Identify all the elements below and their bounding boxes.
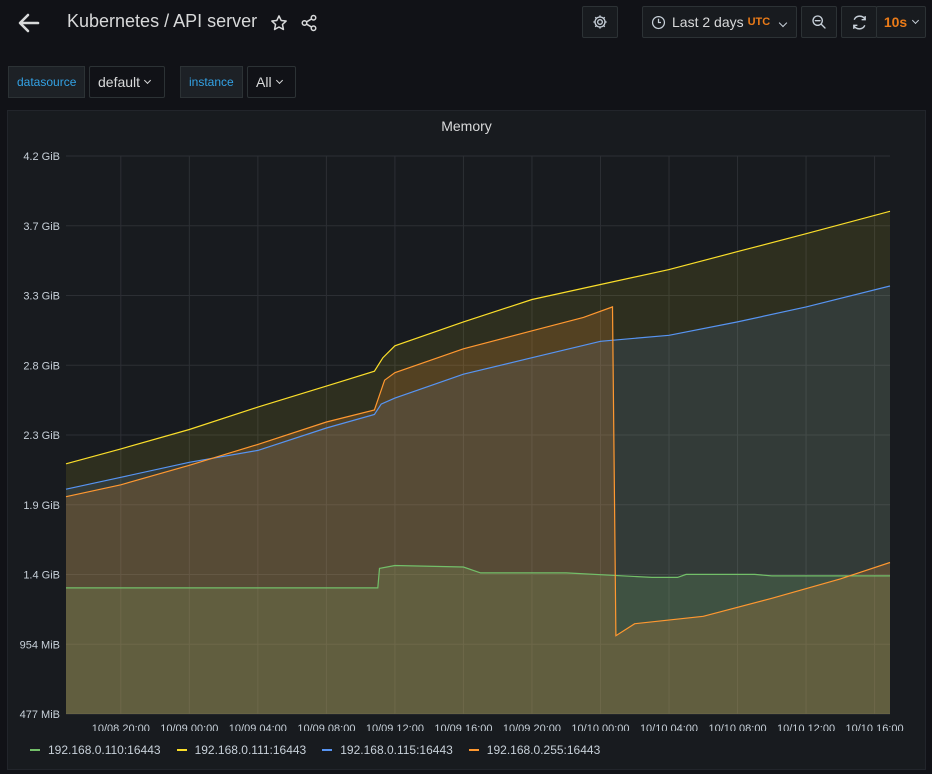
variable-label-datasource: datasource (8, 66, 85, 98)
variable-value-instance: All (256, 74, 272, 90)
y-tick-label: 954 MiB (20, 639, 60, 651)
x-tick-label: 10/09 04:00 (229, 723, 287, 731)
legend-item[interactable]: 192.168.0.115:16443 (322, 743, 453, 757)
top-bar: Kubernetes / API server Last 2 days UTC … (0, 0, 932, 48)
variable-label-instance: instance (180, 66, 243, 98)
variable-value-datasource: default (98, 74, 141, 90)
chevron-down-icon (778, 18, 788, 28)
y-tick-label: 1.9 GiB (23, 500, 60, 512)
x-tick-label: 10/09 00:00 (160, 723, 218, 731)
x-tick-label: 10/09 20:00 (503, 723, 561, 731)
series-line-0 (66, 564, 890, 589)
dashboard-title[interactable]: Kubernetes / API server (67, 11, 258, 31)
legend-swatch (30, 749, 40, 751)
memory-chart[interactable]: 477 MiB 954 MiB 1.4 GiB 1.9 GiB 2.3 GiB 2.8 G… (8, 111, 925, 731)
legend-item[interactable]: 192.168.0.255:16443 (468, 743, 601, 757)
y-tick-label: 2.8 GiB (23, 360, 60, 372)
y-tick-label: 3.3 GiB (23, 291, 60, 303)
x-tick-label: 10/09 16:00 (434, 723, 492, 731)
y-tick-label: 3.7 GiB (23, 221, 60, 233)
panel-title[interactable]: Memory (441, 118, 492, 134)
x-tick-label: 10/10 16:00 (846, 723, 904, 731)
y-tick-label: 4.2 GiB (23, 151, 60, 163)
series-line-1 (65, 210, 891, 465)
variable-select-instance[interactable]: All (247, 66, 296, 98)
chevron-down-icon (144, 76, 152, 84)
legend-swatch (468, 749, 479, 751)
series-area-0 (66, 565, 890, 714)
x-tick-label: 10/09 12:00 (366, 723, 424, 731)
refresh-interval-label: 10s (883, 14, 908, 30)
refresh-interval-picker[interactable]: 10s (876, 6, 926, 38)
legend-item[interactable]: 192.168.0.111:16443 (176, 743, 307, 757)
timezone-badge: UTC (747, 16, 771, 28)
legend-item[interactable]: 192.168.0.110:16443 (30, 743, 161, 757)
zoom-out-icon[interactable] (801, 6, 837, 38)
y-tick-label: 1.4 GiB (23, 570, 60, 582)
time-range-picker[interactable]: Last 2 days UTC (642, 6, 797, 38)
y-tick-label: 2.3 GiB (23, 430, 60, 442)
x-tick-label: 10/10 00:00 (571, 723, 629, 731)
series-area-3 (66, 306, 890, 714)
x-tick-label: 10/10 04:00 (640, 723, 698, 731)
chevron-down-icon (912, 16, 920, 24)
legend-label: 192.168.0.115:16443 (340, 743, 453, 757)
legend-swatch (322, 749, 333, 751)
x-tick-label: 10/10 12:00 (777, 723, 835, 731)
legend-label: 192.168.0.111:16443 (194, 743, 307, 757)
chart-legend: 192.168.0.110:16443 192.168.0.111:16443 19… (30, 743, 616, 757)
x-tick-label: 10/09 08:00 (297, 723, 355, 731)
memory-panel[interactable]: Memory 477 MiB 954 MiB 1.4 GiB 1.9 GiB 2.3 G… (7, 110, 926, 770)
series-line-3 (65, 306, 891, 637)
settings-icon[interactable] (582, 6, 618, 38)
x-tick-label: 10/08 20:00 (92, 723, 150, 731)
clock-icon (651, 15, 666, 30)
series-area-2 (66, 286, 890, 714)
chevron-down-icon (275, 76, 283, 84)
star-icon[interactable] (268, 12, 290, 34)
time-range-label: Last 2 days (672, 14, 744, 30)
legend-label: 192.168.0.110:16443 (48, 743, 161, 757)
share-icon[interactable] (298, 12, 320, 34)
variable-select-datasource[interactable]: default (89, 66, 165, 98)
legend-label: 192.168.0.255:16443 (486, 743, 601, 757)
back-arrow-icon[interactable] (14, 10, 44, 36)
x-tick-label: 10/10 08:00 (708, 723, 766, 731)
refresh-icon[interactable] (841, 6, 877, 38)
legend-swatch (176, 749, 187, 751)
y-tick-label: 477 MiB (20, 709, 60, 721)
